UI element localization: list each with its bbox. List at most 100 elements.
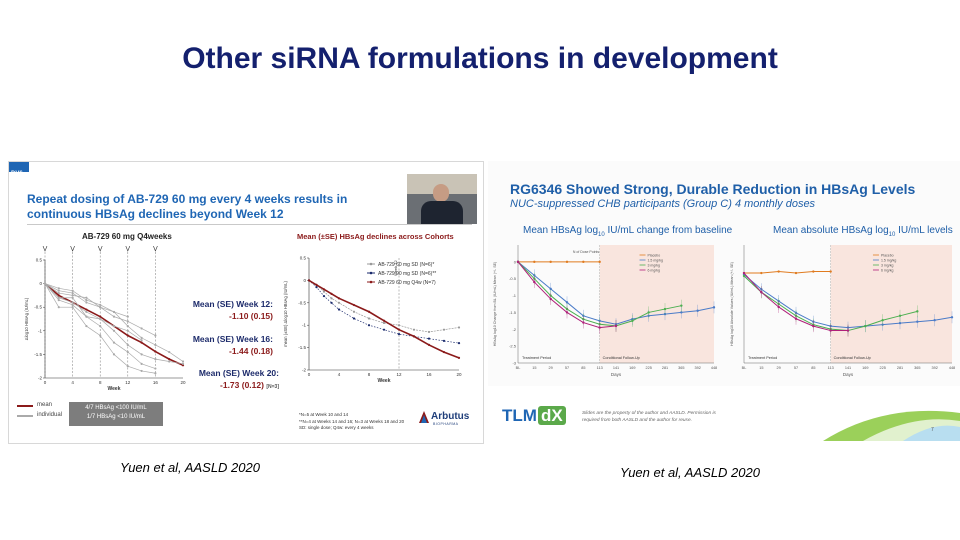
syringe-icon: [125, 246, 131, 252]
data-point: [337, 301, 341, 304]
box-line: 4/7 HBsAg <100 IU/mL: [85, 405, 147, 411]
followup-shading: [599, 245, 714, 363]
caption-left: Yuen et al, AASLD 2020: [120, 460, 260, 475]
x-tick-label: 15: [532, 366, 536, 370]
stat-label: Mean (SE) Week 20:: [198, 368, 279, 378]
data-point: [43, 282, 47, 285]
series-line: [44, 283, 142, 341]
data-point: [71, 291, 74, 295]
stat-week16: Mean (SE) Week 16: -1.44 (0.18): [179, 333, 273, 357]
left-heading: Repeat dosing of AB-729 60 mg every 4 we…: [27, 192, 348, 221]
footnote: *N=5 at Week 10 and 14: [299, 412, 349, 417]
followup-label: Conditional Follow-Up: [834, 356, 871, 360]
data-point: [712, 306, 716, 309]
data-point: [154, 334, 157, 337]
y-tick-label: -0.5: [298, 300, 306, 305]
syringe-icon: [153, 246, 158, 252]
legend-marker: [369, 280, 373, 284]
data-point: [140, 369, 143, 373]
x-tick-label: 281: [897, 366, 903, 370]
data-point: [99, 315, 102, 318]
legend-label: 1.5 mg/kg: [648, 258, 663, 262]
disclaimer: Slides are the property of the author an…: [582, 411, 716, 423]
x-tick-label: 392: [694, 366, 700, 370]
series-line: [44, 283, 184, 362]
data-point: [647, 311, 650, 314]
data-point: [112, 310, 116, 314]
data-point: [126, 334, 129, 337]
right-subtitle: NUC-suppressed CHB participants (Group C…: [510, 198, 816, 210]
data-point: [140, 341, 143, 344]
x-tick-label: 0: [308, 372, 311, 377]
legend-marker: [369, 271, 373, 275]
syringe-icon: [70, 246, 75, 252]
series-line: [308, 280, 460, 333]
data-point: [516, 260, 520, 264]
stat-value: -1.73 (0.12): [220, 380, 264, 390]
x-tick-label: 16: [426, 372, 432, 377]
title-sub: 10: [888, 232, 896, 238]
data-point: [154, 350, 157, 353]
data-point: [140, 327, 143, 330]
x-tick-label: 4: [338, 372, 341, 377]
data-point: [382, 328, 386, 331]
data-point: [99, 303, 102, 306]
data-point: [71, 289, 74, 292]
data-point: [412, 335, 416, 338]
data-point: [140, 362, 143, 365]
data-point: [680, 311, 683, 314]
x-tick-label: 113: [597, 366, 603, 370]
x-tick-label: 392: [931, 366, 937, 370]
x-tick-label: 57: [794, 366, 798, 370]
data-point: [337, 297, 341, 300]
x-tick-label: 85: [581, 366, 585, 370]
x-axis-label: Days: [843, 372, 854, 377]
data-point: [533, 260, 536, 264]
y-tick-label: -1: [302, 323, 306, 328]
right-chart2-title: Mean absolute HBsAg log10 IU/mL levels: [773, 225, 953, 238]
followup-label: Conditional Follow-Up: [603, 356, 640, 360]
data-point: [126, 343, 129, 347]
data-point: [112, 353, 116, 356]
data-point: [181, 362, 185, 365]
data-point: [71, 303, 74, 306]
arbutus-logo: Arbutus BIOPHARMA: [419, 411, 479, 429]
data-point: [112, 341, 116, 344]
decor-swoosh: [823, 403, 960, 441]
data-point: [140, 353, 143, 356]
logo-sub: BIOPHARMA: [433, 422, 459, 426]
x-tick-label: 141: [845, 366, 851, 370]
y-tick-label: -1.5: [34, 352, 42, 357]
data-point: [549, 260, 552, 264]
data-point: [457, 342, 461, 345]
legend-mean: mean: [37, 402, 53, 408]
data-point: [777, 305, 780, 309]
box-line: 1/7 HBsAg <10 IU/mL: [86, 414, 146, 420]
stat-label: Mean (SE) Week 12:: [192, 299, 273, 309]
x-tick-label: 4: [71, 380, 74, 385]
response-box: 4/7 HBsAg <100 IU/mL 1/7 HBsAg <10 IU/mL: [69, 402, 163, 426]
data-point: [168, 358, 171, 361]
data-point: [181, 360, 185, 363]
treatment-label: Treatment Period: [522, 356, 551, 360]
x-tick-label: 20: [180, 380, 186, 385]
data-point: [457, 356, 461, 360]
data-point: [442, 350, 446, 354]
data-point: [631, 319, 634, 323]
data-point: [126, 365, 129, 368]
data-point: [126, 324, 129, 328]
data-point: [126, 329, 129, 332]
x-tick-label: 20: [456, 372, 462, 377]
right-title: RG6346 Showed Strong, Durable Reduction …: [510, 181, 916, 197]
legend-label: Placebo: [881, 253, 894, 257]
data-point: [598, 260, 601, 264]
data-point: [427, 330, 431, 334]
data-point: [315, 286, 318, 289]
week12-label: Week 12: [393, 260, 398, 276]
x-tick-label: 365: [914, 366, 920, 370]
data-point: [112, 329, 116, 332]
legend-label: 6 mg/kg: [648, 268, 661, 272]
y-axis-label: Δlog10 HBsAg (IU/mL): [24, 297, 29, 340]
x-tick-label: 29: [777, 366, 781, 370]
x-tick-label: 12: [396, 372, 402, 377]
